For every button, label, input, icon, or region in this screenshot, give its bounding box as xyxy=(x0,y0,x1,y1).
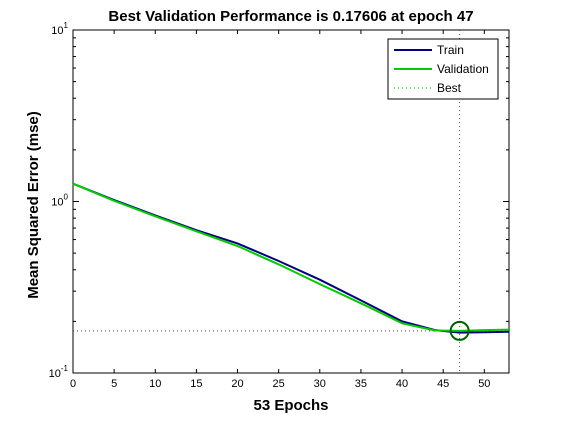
y-tick-label: 100 xyxy=(51,193,68,209)
series-group xyxy=(72,182,510,341)
x-tick-label: 40 xyxy=(396,378,408,390)
y-axis: 10-1 100 101 xyxy=(49,21,509,380)
x-axis-label: 53 Epochs xyxy=(253,397,328,414)
x-tick-label: 25 xyxy=(273,378,285,390)
legend-label-validation: Validation xyxy=(437,62,489,76)
y-axis-label: Mean Squared Error (mse) xyxy=(25,111,42,299)
x-tick-label: 5 xyxy=(111,378,117,390)
x-tick-label: 10 xyxy=(149,378,161,390)
legend-label-train: Train xyxy=(437,43,464,57)
x-tick-label: 50 xyxy=(478,378,490,390)
series-line-validation xyxy=(72,182,510,332)
x-tick-label: 35 xyxy=(355,378,367,390)
y-tick-label: 10-1 xyxy=(49,364,69,380)
chart-title: Best Validation Performance is 0.17606 a… xyxy=(108,8,473,25)
x-tick-label: 15 xyxy=(190,378,202,390)
x-tick-label: 20 xyxy=(231,378,243,390)
legend: Train Validation Best xyxy=(387,38,499,100)
legend-label-best: Best xyxy=(437,81,462,95)
best-point-marker xyxy=(449,320,470,341)
x-tick-label: 30 xyxy=(314,378,326,390)
x-tick-label: 45 xyxy=(437,378,449,390)
x-axis: 0 5 10 15 20 25 30 35 40 45 50 xyxy=(70,30,490,390)
x-tick-label: 0 xyxy=(70,378,76,390)
best-markers xyxy=(73,30,509,373)
y-tick-label: 101 xyxy=(51,21,68,37)
